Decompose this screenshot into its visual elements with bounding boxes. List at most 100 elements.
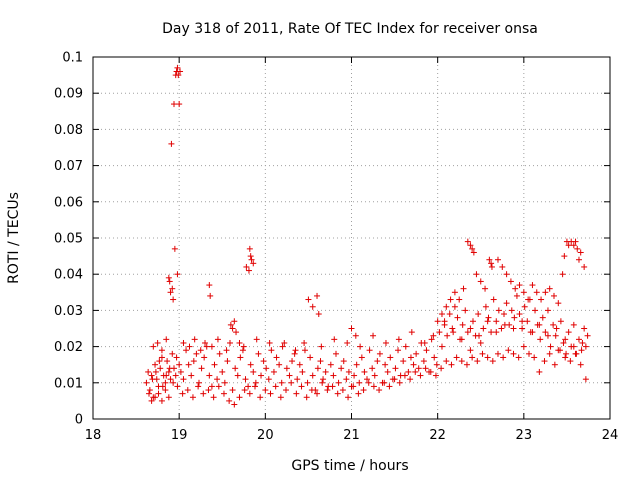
data-point	[237, 354, 244, 361]
data-point	[361, 368, 368, 375]
data-point	[251, 383, 258, 390]
data-point	[332, 350, 339, 357]
data-point	[345, 394, 352, 401]
data-point	[584, 332, 591, 339]
data-point	[227, 321, 234, 328]
data-point	[488, 263, 495, 270]
data-point	[421, 339, 428, 346]
data-point	[340, 358, 347, 365]
data-point	[208, 343, 215, 350]
data-point	[508, 307, 515, 314]
data-point	[231, 318, 238, 325]
data-point	[392, 365, 399, 372]
data-point	[443, 358, 450, 365]
data-point	[188, 372, 195, 379]
data-point	[473, 271, 480, 278]
data-point	[214, 336, 221, 343]
data-point	[436, 329, 443, 336]
data-point	[503, 300, 510, 307]
data-point	[158, 397, 165, 404]
data-point	[158, 354, 165, 361]
x-tick-label: 20	[257, 428, 274, 443]
data-point	[467, 347, 474, 354]
data-point	[539, 314, 546, 321]
data-point	[430, 332, 437, 339]
data-point	[500, 354, 507, 361]
data-point	[520, 343, 527, 350]
data-point	[241, 387, 248, 394]
data-point	[343, 376, 350, 383]
data-point	[247, 361, 254, 368]
data-point	[538, 296, 545, 303]
data-point	[348, 325, 355, 332]
data-point	[438, 343, 445, 350]
data-point	[229, 387, 236, 394]
data-point	[143, 379, 150, 386]
data-point	[553, 325, 560, 332]
data-point	[176, 361, 183, 368]
data-point	[195, 379, 202, 386]
data-point	[537, 336, 544, 343]
x-tick-label: 23	[516, 428, 533, 443]
data-point	[177, 68, 184, 75]
data-point	[527, 329, 534, 336]
data-point	[485, 314, 492, 321]
data-point	[162, 379, 169, 386]
y-tick-label: 0.02	[54, 340, 83, 355]
data-point	[301, 339, 308, 346]
data-point	[516, 282, 523, 289]
data-point	[544, 332, 551, 339]
data-point	[371, 372, 378, 379]
data-point	[541, 358, 548, 365]
data-point	[463, 361, 470, 368]
data-point	[293, 390, 300, 397]
data-point	[488, 260, 495, 267]
data-point	[174, 64, 181, 71]
data-point	[234, 372, 241, 379]
data-point	[170, 379, 177, 386]
y-tick-label: 0.01	[54, 376, 83, 391]
data-point	[286, 372, 293, 379]
data-point	[441, 321, 448, 328]
data-point	[480, 325, 487, 332]
data-point	[223, 347, 230, 354]
data-point	[236, 394, 243, 401]
data-point	[482, 285, 489, 292]
data-point	[515, 354, 522, 361]
data-point	[335, 379, 342, 386]
axis-ticks: 18 19 20 21 22 23 24 0 0.01 0.02 0.03 0.04 0.05 0.06 0…	[54, 51, 618, 444]
data-point	[309, 303, 316, 310]
data-point	[451, 303, 458, 310]
data-point	[565, 329, 572, 336]
data-point	[520, 289, 527, 296]
data-point	[408, 329, 415, 336]
data-point	[395, 336, 402, 343]
data-point	[563, 350, 570, 357]
data-point	[304, 379, 311, 386]
data-point	[519, 325, 526, 332]
data-point	[494, 350, 501, 357]
data-point	[283, 387, 290, 394]
data-point	[474, 358, 481, 365]
y-tick-label: 0	[75, 413, 83, 428]
x-tick-label: 19	[171, 428, 188, 443]
data-point	[190, 358, 197, 365]
data-point	[165, 274, 172, 281]
data-point	[214, 376, 221, 383]
data-point	[460, 285, 467, 292]
data-point	[565, 242, 572, 249]
data-point	[510, 350, 517, 357]
data-point	[166, 365, 173, 372]
data-point	[169, 285, 176, 292]
data-point	[444, 332, 451, 339]
data-point	[582, 343, 589, 350]
data-point	[169, 350, 176, 357]
data-point	[575, 336, 582, 343]
data-point	[226, 397, 233, 404]
data-point	[433, 361, 440, 368]
data-point	[288, 379, 295, 386]
data-point	[370, 383, 377, 390]
data-point	[220, 390, 227, 397]
y-tick-label: 0.03	[54, 304, 83, 319]
data-point	[163, 336, 170, 343]
